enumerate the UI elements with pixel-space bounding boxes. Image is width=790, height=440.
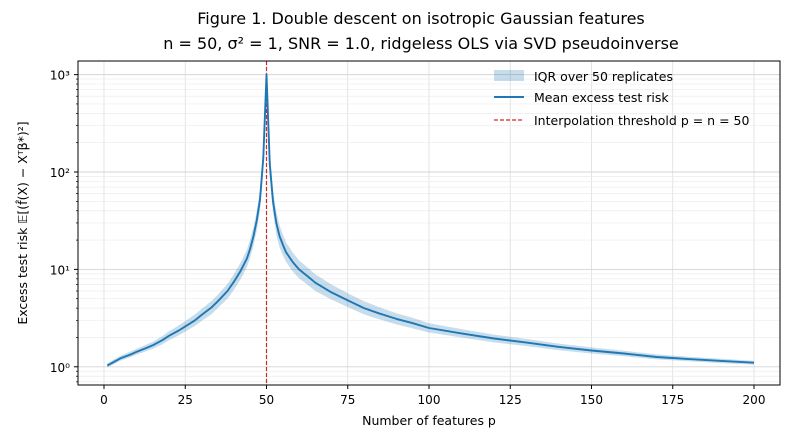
y-tick-label: 10¹ xyxy=(50,263,70,277)
x-tick-label: 0 xyxy=(100,393,108,407)
x-axis-ticks: 0 25 50 75 100 125 150 175 200 xyxy=(100,385,765,407)
mean-excess-risk-line xyxy=(106,73,755,367)
x-tick-label: 100 xyxy=(418,393,441,407)
y-tick-label: 10³ xyxy=(50,69,70,83)
y-tick-label: 10⁰ xyxy=(50,361,70,375)
x-tick-label: 50 xyxy=(259,393,274,407)
chart-title-line-1: Figure 1. Double descent on isotropic Ga… xyxy=(197,9,645,28)
x-tick-label: 200 xyxy=(743,393,766,407)
chart-title-line-2: n = 50, σ² = 1, SNR = 1.0, ridgeless OLS… xyxy=(163,34,679,53)
mean-line-layer xyxy=(106,73,755,367)
x-tick-label: 75 xyxy=(340,393,355,407)
legend-swatch-iqr-band xyxy=(494,70,524,81)
x-tick-label: 175 xyxy=(661,393,684,407)
legend-label-mean-line: Mean excess test risk xyxy=(534,90,669,105)
y-axis-label: Excess test risk 𝔼[(f̂(X) − Xᵀβ*)²] xyxy=(15,121,30,324)
x-axis-label: Number of features p xyxy=(362,413,496,428)
legend: IQR over 50 replicates Mean excess test … xyxy=(494,69,749,128)
legend-label-iqr-band: IQR over 50 replicates xyxy=(534,69,673,84)
y-axis-ticks: 10⁰ 10¹ 10² 10³ xyxy=(50,69,78,383)
x-tick-label: 25 xyxy=(178,393,193,407)
grid-lines xyxy=(78,61,780,385)
x-tick-label: 125 xyxy=(499,393,522,407)
legend-label-threshold: Interpolation threshold p = n = 50 xyxy=(534,113,749,128)
y-tick-label: 10² xyxy=(50,166,70,180)
x-tick-label: 150 xyxy=(580,393,603,407)
